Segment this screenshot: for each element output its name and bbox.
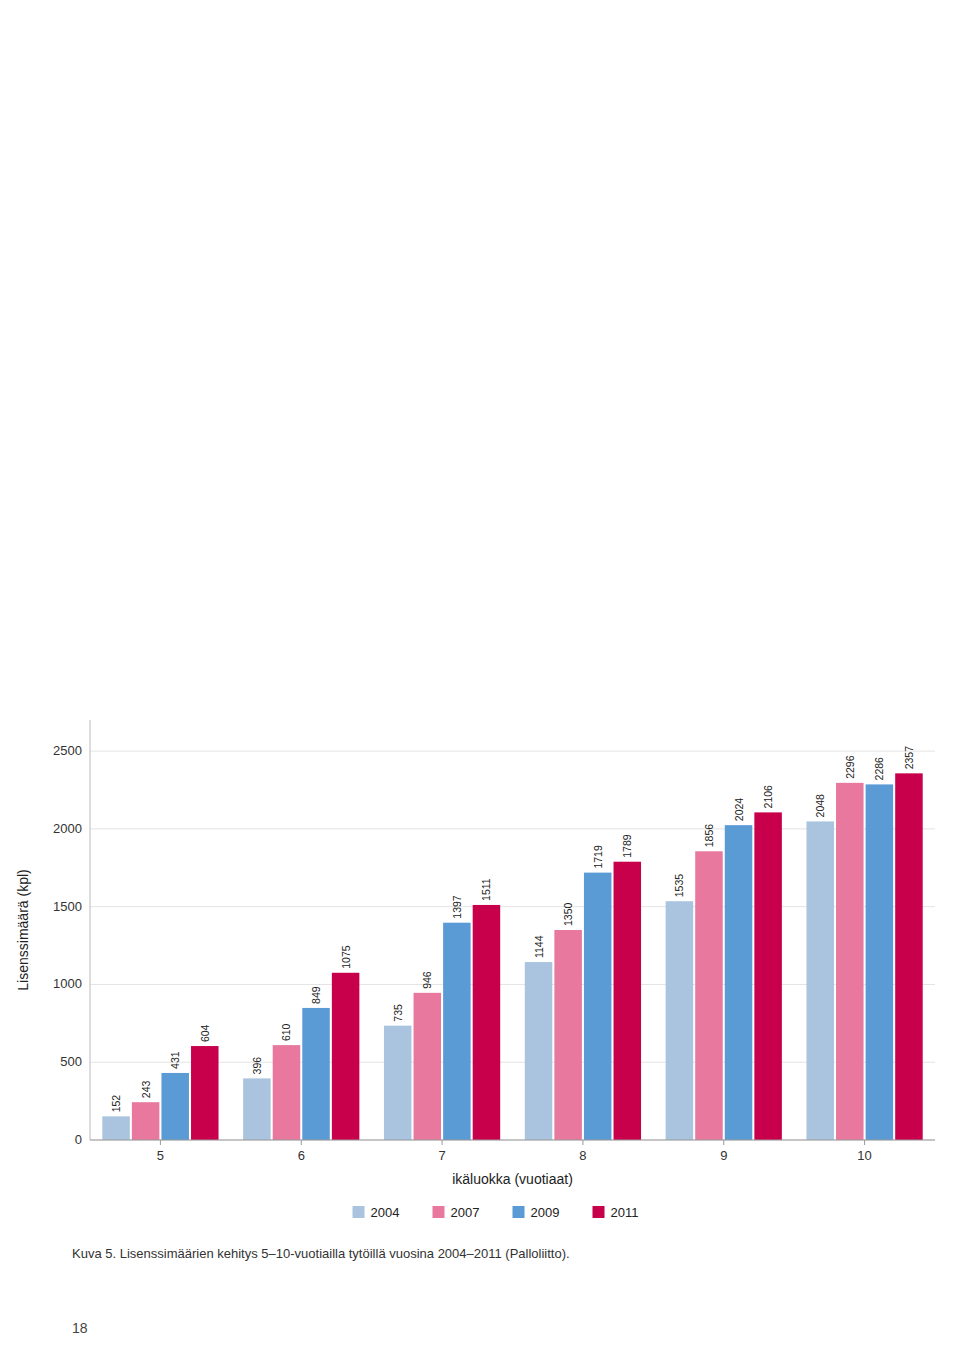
chart: 0 500 1000 1500 2000 2500 152 396 735 1144 1535 204… [0,0,960,1365]
legend-label: 2011 [611,1205,639,1220]
caption: Kuva 5. Lisenssimäärien kehitys 5–10-vuo… [72,1246,570,1261]
bar [866,784,894,1140]
data-label: 735 [392,1004,404,1022]
data-label: 1856 [703,824,715,848]
bar [525,962,553,1140]
bar [302,1008,330,1140]
legend-label: 2007 [451,1205,480,1220]
bar [895,773,923,1140]
data-label: 1350 [562,902,574,926]
bar [273,1045,301,1140]
y-axis-line [90,720,91,1140]
bar [614,862,642,1140]
data-label: 152 [110,1095,122,1113]
data-label: 946 [421,971,433,989]
data-label: 431 [169,1051,181,1069]
data-label: 604 [199,1024,211,1042]
y-tick-label: 0 [75,1132,82,1147]
x-tick-label: 8 [579,1148,586,1163]
x-axis-title: ikäluokka (vuotiaat) [452,1171,573,1187]
bar [102,1116,130,1140]
x-tick-label: 9 [720,1148,727,1163]
bar [161,1073,189,1140]
data-label: 849 [310,986,322,1004]
bar [725,825,753,1140]
x-tick [160,1140,161,1145]
y-tick-label: 1000 [53,976,82,991]
data-label: 1789 [621,834,633,858]
legend-swatch [353,1206,365,1218]
bar [473,905,501,1140]
bar [132,1102,160,1140]
bar [332,973,360,1140]
bar [695,851,723,1140]
y-tick-label: 1500 [53,899,82,914]
bar [554,930,582,1140]
bar [754,812,782,1140]
bar [836,783,864,1140]
x-axis-line [90,1140,935,1141]
x-tick-label: 6 [298,1148,305,1163]
bar [443,923,471,1140]
x-tick [442,1140,443,1145]
y-tick-label: 500 [60,1054,82,1069]
data-label: 243 [140,1081,152,1099]
data-label: 2048 [814,794,826,818]
data-labels: 152 396 735 1144 1535 2048 243 610 946 1350 1856 22… [110,746,915,1113]
x-tick [864,1140,865,1145]
y-tick-label: 2000 [53,821,82,836]
bar [584,873,612,1140]
legend-swatch [513,1206,525,1218]
x-tick-label: 7 [438,1148,445,1163]
bar [414,993,442,1140]
grid-line [90,751,935,752]
legend-label: 2004 [371,1205,400,1220]
legend-swatch [433,1206,445,1218]
bar [191,1046,219,1140]
legend: 2004 2007 2009 2011 [353,1205,639,1220]
x-tick [301,1140,302,1145]
data-label: 1719 [592,845,604,869]
x-tick [582,1140,583,1145]
legend-swatch [593,1206,605,1218]
y-axis-title: Lisenssimäärä (kpl) [15,869,31,990]
data-label: 1075 [340,945,352,969]
page-number: 18 [72,1320,88,1336]
y-tick-label: 2500 [53,743,82,758]
data-label: 610 [280,1023,292,1041]
data-label: 2024 [733,798,745,822]
legend-label: 2009 [531,1205,560,1220]
grid [90,751,935,1140]
bar [243,1078,271,1140]
bars [102,773,922,1140]
data-label: 2357 [903,746,915,770]
data-label: 2286 [873,757,885,781]
data-label: 1144 [533,935,545,958]
data-label: 2296 [844,755,856,779]
bar [806,821,834,1140]
grid-line [90,1140,935,1141]
x-tick-label: 10 [857,1148,871,1163]
data-label: 2106 [762,785,774,809]
bar [666,901,694,1140]
x-tick [723,1140,724,1145]
data-label: 1397 [451,895,463,919]
data-label: 396 [251,1057,263,1075]
data-label: 1535 [673,874,685,898]
x-tick-label: 5 [157,1148,164,1163]
bar [384,1026,412,1140]
data-label: 1511 [480,878,492,901]
